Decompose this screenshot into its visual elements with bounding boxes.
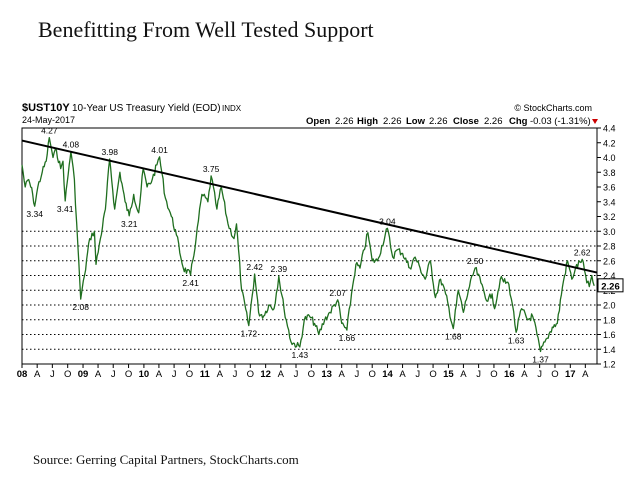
x-tick-label: J xyxy=(111,369,116,380)
chg-value: -0.03 (-1.31%) xyxy=(530,116,591,127)
x-tick-label: O xyxy=(186,369,193,380)
value-annotation: 1.37 xyxy=(532,354,549,364)
value-annotation: 4.27 xyxy=(41,126,58,136)
value-annotation: 1.68 xyxy=(445,332,462,342)
value-annotation: 3.75 xyxy=(203,164,220,174)
x-tick-label: A xyxy=(521,369,528,380)
value-annotation: 4.08 xyxy=(63,140,80,150)
x-tick-label: 11 xyxy=(200,369,211,380)
watermark-text: © StockCharts.com xyxy=(514,103,592,113)
x-tick-label: O xyxy=(64,369,71,380)
value-annotation: 2.08 xyxy=(72,302,89,312)
value-annotation: 1.66 xyxy=(339,333,356,343)
x-tick-label: 13 xyxy=(321,369,332,380)
x-tick-label: 15 xyxy=(443,369,454,380)
x-tick-label: A xyxy=(582,369,589,380)
open-value: 2.26 xyxy=(335,116,354,127)
y-tick-label: 2.6 xyxy=(603,256,616,266)
x-tick-label: A xyxy=(460,369,467,380)
x-tick-label: O xyxy=(490,369,497,380)
y-tick-label: 3.0 xyxy=(603,227,616,237)
value-annotation: 1.72 xyxy=(241,329,258,339)
chg-label: Chg xyxy=(509,116,528,127)
x-tick-label: A xyxy=(399,369,406,380)
last-value-label: 2.26 xyxy=(601,281,620,292)
y-tick-label: 3.6 xyxy=(603,183,616,193)
value-annotation: 2.50 xyxy=(467,256,484,266)
down-arrow-icon xyxy=(592,119,598,124)
x-tick-label: O xyxy=(308,369,315,380)
x-tick-label: 10 xyxy=(139,369,150,380)
exchange-text: INDX xyxy=(222,104,242,113)
high-label: High xyxy=(357,116,378,127)
value-annotation: 4.01 xyxy=(151,145,168,155)
y-tick-label: 3.8 xyxy=(603,168,616,178)
y-tick-label: 3.2 xyxy=(603,212,616,222)
x-tick-label: 08 xyxy=(17,369,28,380)
x-tick-label: O xyxy=(247,369,254,380)
symbol-text: $UST10Y xyxy=(22,102,70,114)
yield-line xyxy=(21,136,595,353)
resistance-trendline xyxy=(21,139,598,274)
value-annotation: 2.42 xyxy=(246,262,263,272)
date-text: 24-May-2017 xyxy=(22,115,75,125)
source-note: Source: Gerring Capital Partners, StockC… xyxy=(33,452,299,467)
close-label: Close xyxy=(453,116,479,127)
y-tick-label: 1.2 xyxy=(603,360,616,370)
value-annotation: 3.41 xyxy=(57,204,74,214)
value-annotation: 3.04 xyxy=(379,216,396,226)
y-tick-label: 2.8 xyxy=(603,242,616,252)
x-tick-label: 12 xyxy=(260,369,271,380)
x-tick-label: J xyxy=(172,369,177,380)
x-tick-label: O xyxy=(429,369,436,380)
x-tick-label: O xyxy=(369,369,376,380)
x-tick-label: 17 xyxy=(565,369,576,380)
value-annotation: 1.43 xyxy=(292,350,309,360)
low-label: Low xyxy=(406,116,426,127)
x-tick-label: J xyxy=(415,369,420,380)
description-text: 10-Year US Treasury Yield (EOD) xyxy=(72,103,221,114)
y-tick-label: 1.6 xyxy=(603,330,616,340)
value-annotation: 3.98 xyxy=(101,147,118,157)
y-tick-label: 1.8 xyxy=(603,315,616,325)
x-tick-label: A xyxy=(339,369,346,380)
x-tick-label: J xyxy=(537,369,542,380)
y-tick-label: 1.4 xyxy=(603,345,616,355)
value-annotation: 3.34 xyxy=(26,209,43,219)
x-tick-label: A xyxy=(278,369,285,380)
y-tick-label: 4.4 xyxy=(603,124,616,134)
x-tick-label: O xyxy=(551,369,558,380)
value-annotation: 2.41 xyxy=(182,278,199,288)
value-annotation: 2.62 xyxy=(574,247,591,257)
x-tick-label: J xyxy=(50,369,55,380)
low-value: 2.26 xyxy=(429,116,448,127)
high-value: 2.26 xyxy=(383,116,402,127)
headline: Benefitting From Well Tested Support xyxy=(38,17,374,42)
x-tick-label: A xyxy=(217,369,224,380)
value-annotation: 3.21 xyxy=(121,219,138,229)
value-annotation: 1.63 xyxy=(508,335,525,345)
x-tick-label: J xyxy=(233,369,238,380)
open-label: Open xyxy=(306,116,330,127)
value-annotation: 2.39 xyxy=(271,264,288,274)
y-tick-label: 4.0 xyxy=(603,153,616,163)
x-tick-label: 09 xyxy=(78,369,89,380)
x-tick-label: J xyxy=(294,369,299,380)
x-tick-label: A xyxy=(156,369,163,380)
x-tick-label: J xyxy=(476,369,481,380)
last-value-box xyxy=(597,278,624,293)
close-value: 2.26 xyxy=(484,116,503,127)
x-tick-label: A xyxy=(95,369,102,380)
x-tick-label: 14 xyxy=(382,369,393,380)
y-tick-label: 2.4 xyxy=(603,271,616,281)
y-tick-label: 2.0 xyxy=(603,301,616,311)
value-annotation: 2.07 xyxy=(329,288,346,298)
x-tick-label: A xyxy=(34,369,41,380)
y-tick-label: 3.4 xyxy=(603,197,616,207)
x-tick-label: 16 xyxy=(504,369,515,380)
x-tick-label: O xyxy=(125,369,132,380)
x-tick-label: J xyxy=(354,369,359,380)
y-tick-label: 4.2 xyxy=(603,138,616,148)
